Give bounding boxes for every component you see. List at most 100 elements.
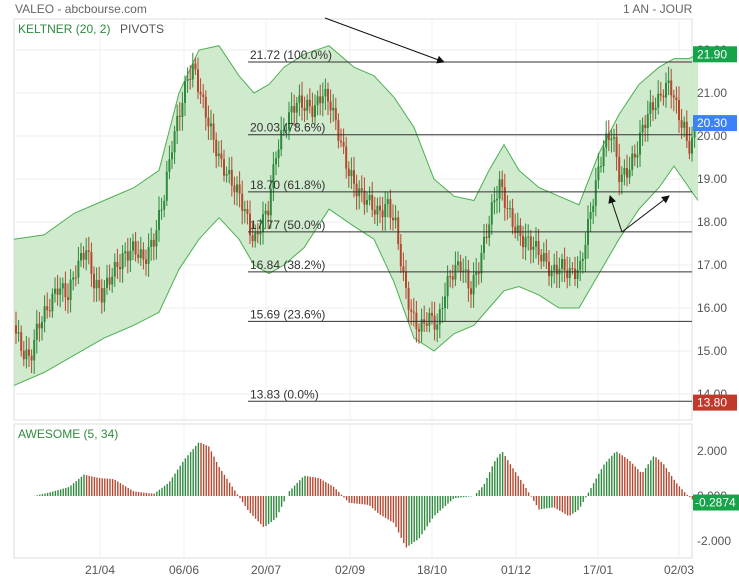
candle-body xyxy=(394,217,397,221)
candle-body xyxy=(410,309,413,312)
candle-body xyxy=(147,246,150,264)
candle-body xyxy=(467,269,470,289)
candle-body xyxy=(493,200,496,203)
candle-body xyxy=(529,236,532,250)
candle-body xyxy=(537,240,540,255)
candle-body xyxy=(472,274,475,295)
candle-body xyxy=(618,156,621,183)
candle-body xyxy=(610,138,613,141)
candle-body xyxy=(628,169,631,178)
awesome-panel-frame xyxy=(13,423,693,559)
candle-body xyxy=(108,277,111,285)
candle-body xyxy=(241,193,244,212)
candle-body xyxy=(464,269,467,271)
candle-body xyxy=(228,169,231,175)
candle-body xyxy=(280,130,283,150)
candle-body xyxy=(527,236,530,238)
candle-body xyxy=(59,288,62,295)
candle-body xyxy=(51,293,54,312)
candle-body xyxy=(667,80,670,84)
candle-body xyxy=(327,88,329,102)
candle-body xyxy=(665,83,667,98)
fibonacci-label: 21.72 (100.0%) xyxy=(250,48,332,62)
keltner-band-fill xyxy=(14,45,698,386)
candle-body xyxy=(480,252,483,274)
chart-source-title: VALEO - abcbourse.com xyxy=(15,2,147,16)
price-axis-tick: 19.00 xyxy=(697,172,727,186)
candle-body xyxy=(402,266,405,272)
candle-body xyxy=(134,241,137,255)
candle-body xyxy=(566,270,569,279)
candle-body xyxy=(475,271,478,275)
candle-body xyxy=(233,185,236,193)
candle-body xyxy=(680,120,683,128)
candle-body xyxy=(654,107,657,111)
candle-body xyxy=(207,117,210,127)
price-axis-tick: 18.00 xyxy=(697,215,727,229)
candle-body xyxy=(324,88,327,97)
candle-body xyxy=(54,288,56,294)
candle-body xyxy=(43,306,46,322)
candle-body xyxy=(184,81,186,103)
date-axis-tick: 01/12 xyxy=(501,563,531,577)
candle-body xyxy=(82,252,85,260)
candle-body xyxy=(459,261,462,273)
candle-body xyxy=(514,226,517,234)
trend-arrow[interactable] xyxy=(324,17,445,64)
candle-body xyxy=(498,179,501,199)
keltner-indicator-label[interactable]: KELTNER (20, 2) xyxy=(18,22,111,36)
candle-body xyxy=(355,183,358,197)
candle-body xyxy=(644,124,647,129)
candle-body xyxy=(246,209,249,214)
candle-body xyxy=(592,205,595,212)
candle-body xyxy=(506,207,509,209)
candle-body xyxy=(646,114,649,129)
trend-arrow[interactable] xyxy=(608,195,623,233)
candle-body xyxy=(685,121,688,141)
candle-body xyxy=(477,271,480,274)
candle-body xyxy=(173,131,176,153)
candle-body xyxy=(581,258,584,261)
candle-body xyxy=(186,78,189,82)
candle-body xyxy=(163,200,166,210)
candle-body xyxy=(306,99,309,111)
candle-body xyxy=(670,80,673,96)
candle-body xyxy=(202,94,205,97)
candle-body xyxy=(639,132,641,155)
date-axis-tick: 02/03 xyxy=(664,563,694,577)
candle-body xyxy=(360,188,363,191)
candle-body xyxy=(139,249,142,258)
candle-body xyxy=(204,96,207,118)
awesome-indicator-label[interactable]: AWESOME (5, 34) xyxy=(18,427,119,441)
candle-body xyxy=(436,324,439,330)
candle-body xyxy=(20,332,23,351)
trend-arrow[interactable] xyxy=(621,195,670,233)
candle-body xyxy=(288,112,290,130)
fibonacci-label: 18.70 (61.8%) xyxy=(250,178,325,192)
fibonacci-label: 13.83 (0.0%) xyxy=(250,387,319,401)
candle-body xyxy=(275,158,277,165)
candle-body xyxy=(282,129,285,131)
pivots-indicator-label[interactable]: PIVOTS xyxy=(120,22,165,36)
candle-body xyxy=(420,319,423,332)
fibonacci-label: 15.69 (23.6%) xyxy=(250,307,325,321)
date-axis-tick: 20/07 xyxy=(251,563,281,577)
candle-body xyxy=(488,224,491,239)
candle-body xyxy=(295,102,298,113)
candle-body xyxy=(194,63,197,70)
candle-body xyxy=(389,199,392,218)
candle-body xyxy=(48,310,51,312)
candle-body xyxy=(212,123,215,140)
candle-body xyxy=(470,288,472,295)
candle-body xyxy=(168,159,171,172)
candle-body xyxy=(80,252,82,261)
candle-body xyxy=(254,232,257,242)
candle-body xyxy=(535,240,537,247)
candle-body xyxy=(217,153,220,157)
candle-body xyxy=(363,190,366,205)
candle-body xyxy=(249,213,251,236)
candle-body xyxy=(293,106,296,113)
candle-body xyxy=(137,254,140,258)
candle-body xyxy=(524,237,527,248)
price-axis-tick: 17.00 xyxy=(697,258,727,272)
